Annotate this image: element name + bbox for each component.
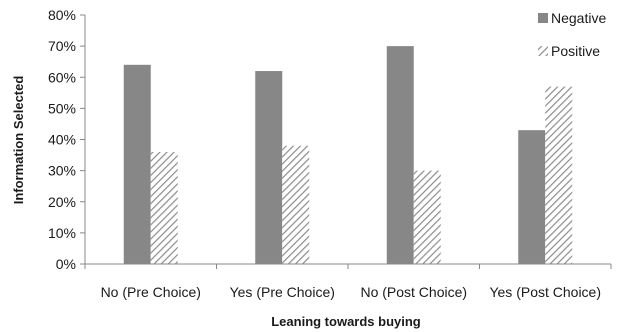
y-tick-label: 30% bbox=[48, 163, 76, 179]
x-tick-label: Yes (Pre Choice) bbox=[230, 284, 335, 300]
bar-positive-3 bbox=[413, 170, 441, 264]
y-tick-label: 40% bbox=[48, 132, 76, 148]
y-tick-label: 80% bbox=[48, 7, 76, 23]
legend-label-positive: Positive bbox=[551, 43, 600, 59]
bar-negative-4 bbox=[518, 130, 546, 264]
y-tick-label: 70% bbox=[48, 38, 76, 54]
legend-swatch-positive bbox=[538, 46, 548, 56]
y-tick-label: 0% bbox=[56, 256, 76, 272]
y-tick-label: 10% bbox=[48, 225, 76, 241]
plot-area bbox=[123, 46, 573, 265]
x-tick-label: Yes (Post Choice) bbox=[489, 284, 601, 300]
y-tick-label: 20% bbox=[48, 194, 76, 210]
x-tick-label: No (Pre Choice) bbox=[101, 284, 201, 300]
y-axis-title: Information Selected bbox=[11, 76, 26, 205]
legend-label-negative: Negative bbox=[551, 10, 606, 26]
y-axis-ticks: 0% 10% 20% 30% 40% 50% 60% 70% 80% bbox=[48, 7, 85, 272]
bar-positive-4 bbox=[545, 86, 573, 265]
bar-positive-2 bbox=[282, 145, 310, 264]
bar-negative-2 bbox=[255, 71, 283, 265]
x-tick-label: No (Post Choice) bbox=[360, 284, 467, 300]
x-axis-ticks: No (Pre Choice) Yes (Pre Choice) No (Post … bbox=[84, 264, 612, 300]
legend-swatch-negative bbox=[538, 13, 548, 23]
bar-negative-1 bbox=[123, 64, 151, 264]
x-axis-title: Leaning towards buying bbox=[271, 314, 421, 329]
y-tick-label: 60% bbox=[48, 69, 76, 85]
bar-positive-1 bbox=[150, 151, 178, 264]
y-tick-label: 50% bbox=[48, 100, 76, 116]
legend: Negative Positive bbox=[538, 10, 606, 59]
bar-negative-3 bbox=[386, 46, 414, 264]
